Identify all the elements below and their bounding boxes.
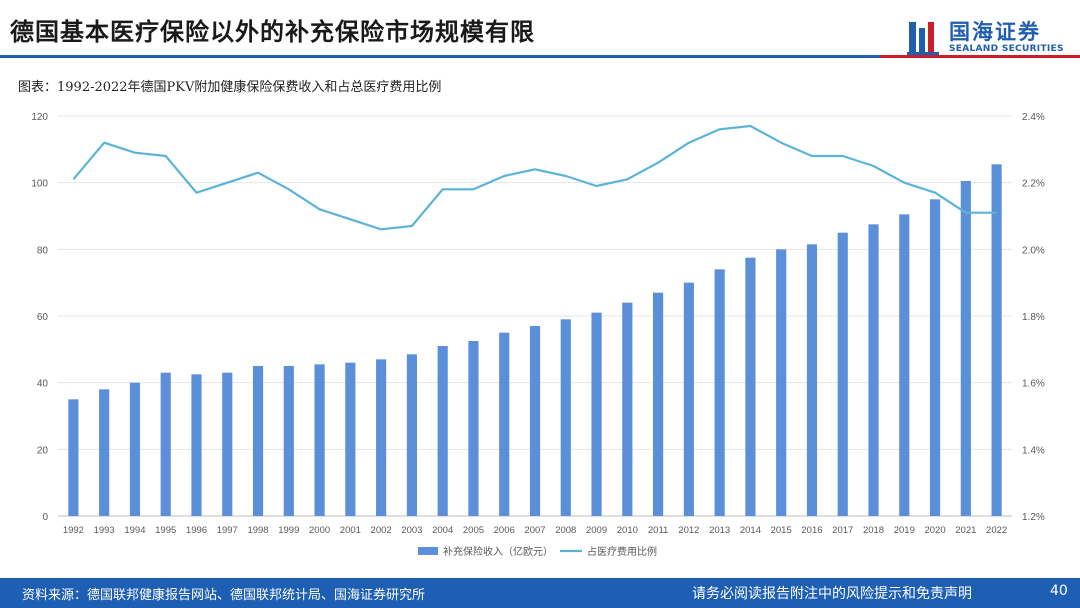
- bar: [806, 244, 818, 517]
- bar: [345, 362, 356, 516]
- bar: [591, 312, 602, 516]
- bar: [529, 326, 541, 516]
- x-tick-label: 2000: [309, 525, 330, 536]
- x-tick-label: 2004: [432, 525, 453, 536]
- x-tick-label: 2015: [771, 525, 792, 536]
- x-tick-label: 1993: [94, 525, 115, 536]
- x-tick-label: 1996: [186, 525, 207, 536]
- page-number: 40: [1050, 583, 1068, 599]
- bar: [745, 257, 756, 516]
- y-left-tick-label: 0: [42, 512, 48, 523]
- bar: [252, 366, 264, 516]
- bar: [653, 292, 664, 516]
- bar: [960, 181, 971, 516]
- x-tick-label: 2021: [955, 525, 976, 536]
- x-tick-label: 2016: [801, 525, 822, 536]
- legend-label-bar: 补充保险收入（亿欧元）: [443, 545, 553, 558]
- y-right-tick-label: 1.4%: [1022, 445, 1045, 456]
- logo-mark-icon: [907, 22, 939, 55]
- y-left-tick-label: 100: [31, 179, 48, 190]
- x-tick-label: 2006: [494, 525, 515, 536]
- x-tick-label: 2009: [586, 525, 607, 536]
- x-tick-label: 2017: [832, 525, 853, 536]
- legend-label-line: 占医疗费用比例: [587, 545, 657, 558]
- bar: [437, 346, 448, 516]
- logo-name: 国海证券: [949, 20, 1041, 44]
- x-tick-label: 2008: [555, 525, 576, 536]
- y-right-tick-label: 2.2%: [1022, 179, 1045, 190]
- header-divider-blue: [0, 55, 880, 58]
- logo-subtitle: SEALAND SECURITIES: [949, 44, 1064, 54]
- bar: [991, 164, 1002, 516]
- x-tick-label: 2014: [740, 525, 761, 536]
- footer-disclaimer: 请务必阅读报告附注中的风险提示和免责声明: [692, 586, 972, 602]
- x-tick-label: 2012: [678, 525, 699, 536]
- footer-bar: 资料来源：德国联邦健康报告网站、德国联邦统计局、国海证券研究所 请务必阅读报告附…: [0, 578, 1080, 608]
- ratio-line: [72, 124, 997, 231]
- y-left-tick-label: 20: [37, 445, 49, 456]
- bar: [160, 372, 171, 516]
- bar: [560, 319, 571, 516]
- y-left-tick-label: 80: [37, 245, 49, 256]
- x-tick-label: 2018: [863, 525, 884, 536]
- x-tick-label: 2001: [340, 525, 361, 536]
- y-left-tick-label: 40: [37, 379, 49, 390]
- legend-swatch-bar: [418, 547, 438, 555]
- y-right-tick-label: 1.8%: [1022, 312, 1045, 323]
- bar: [683, 282, 694, 516]
- bar: [868, 224, 879, 516]
- x-tick-label: 2010: [617, 525, 638, 536]
- bar: [929, 199, 941, 516]
- y-right-tick-label: 1.6%: [1022, 379, 1045, 390]
- bar: [622, 302, 633, 516]
- bar: [314, 364, 325, 516]
- y-left-tick-label: 60: [37, 312, 49, 323]
- x-tick-label: 2020: [924, 525, 945, 536]
- x-tick-label: 2011: [648, 525, 668, 536]
- x-tick-label: 1997: [217, 525, 238, 536]
- bar: [222, 372, 233, 516]
- bar: [283, 366, 294, 516]
- x-tick-label: 1999: [278, 525, 299, 536]
- bar: [68, 399, 79, 516]
- x-tick-label: 2003: [401, 525, 422, 536]
- y-right-tick-label: 2.4%: [1022, 112, 1045, 123]
- company-logo: 国海证券 SEALAND SECURITIES: [905, 16, 1065, 62]
- bar: [714, 269, 725, 516]
- y-right-tick-label: 1.2%: [1022, 512, 1045, 523]
- x-tick-label: 1998: [247, 525, 268, 536]
- bar: [468, 341, 479, 516]
- figure-caption: 图表：1992-2022年德国PKV附加健康保险保费收入和占总医疗费用比例: [18, 80, 442, 95]
- x-tick-label: 1992: [63, 525, 84, 536]
- combo-chart: 0 20 40 60 80 100 120 1.2% 1.4% 1.6% 1.8% 2.0% 2.2% 2…: [31, 112, 1045, 558]
- footer-source: 资料来源：德国联邦健康报告网站、德国联邦统计局、国海证券研究所: [22, 588, 426, 603]
- x-tick-label: 2013: [709, 525, 730, 536]
- x-tick-label: 1995: [155, 525, 176, 536]
- header-divider-red: [880, 55, 1080, 58]
- y-right-tick-label: 2.0%: [1022, 245, 1045, 256]
- y-left-tick-label: 120: [31, 112, 48, 123]
- bar: [376, 359, 387, 516]
- bar: [837, 232, 848, 516]
- bar: [899, 214, 910, 516]
- x-tick-label: 2019: [894, 525, 915, 536]
- bar: [499, 332, 510, 516]
- bar: [191, 374, 202, 516]
- x-tick-label: 2005: [463, 525, 484, 536]
- x-tick-label: 1994: [124, 525, 145, 536]
- x-tick-label: 2022: [986, 525, 1007, 536]
- bar: [129, 382, 141, 516]
- x-tick-label: 2002: [371, 525, 392, 536]
- bar: [406, 354, 417, 516]
- page-title: 德国基本医疗保险以外的补充保险市场规模有限: [10, 18, 535, 46]
- bar: [776, 249, 787, 517]
- bar: [99, 389, 110, 516]
- x-tick-label: 2007: [524, 525, 545, 536]
